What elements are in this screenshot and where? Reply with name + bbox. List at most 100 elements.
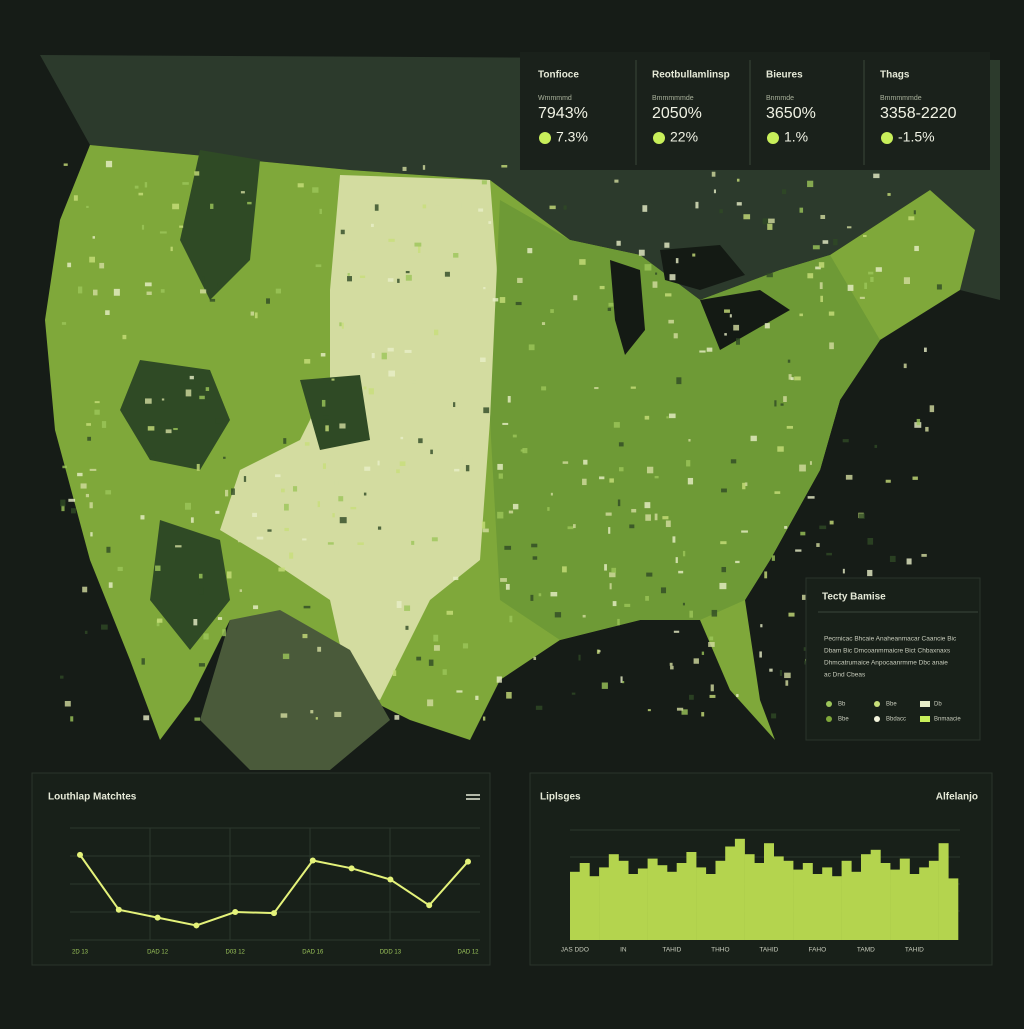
map-speckle: [766, 273, 773, 278]
map-speckle: [760, 624, 763, 628]
line-point: [309, 857, 316, 864]
bar: [831, 876, 842, 940]
map-speckle: [106, 546, 111, 553]
map-speckle: [936, 284, 942, 290]
map-speckle: [339, 322, 342, 327]
map-speckle: [200, 289, 207, 294]
map-speckle: [630, 386, 636, 389]
map-speckle: [771, 555, 775, 561]
map-speckle: [629, 524, 635, 529]
map-speckle: [341, 322, 344, 329]
map-speckle: [693, 658, 699, 664]
map-speckle: [788, 374, 792, 380]
map-speckle: [764, 323, 770, 329]
map-speckle: [709, 694, 716, 698]
map-speckle: [812, 245, 820, 250]
map-speckle: [465, 465, 470, 472]
map-speckle: [822, 240, 829, 244]
map-speckle: [647, 709, 651, 712]
line-point: [154, 914, 161, 921]
map-speckle: [138, 192, 144, 196]
map-speckle: [87, 436, 92, 441]
menu-icon[interactable]: [466, 794, 480, 800]
map-speckle: [807, 496, 815, 499]
map-speckle: [868, 271, 874, 275]
stat-value: 7943%: [538, 105, 588, 122]
map-speckle: [483, 407, 490, 414]
map-speckle: [377, 526, 382, 530]
map-speckle: [396, 469, 400, 474]
legend-swatch: [826, 701, 832, 707]
map-speckle: [254, 312, 258, 319]
map-speckle: [736, 178, 740, 182]
map-speckle: [528, 344, 535, 351]
map-speckle: [497, 511, 504, 519]
map-speckle: [63, 163, 68, 166]
legend-label: Bb: [838, 702, 846, 708]
map-speckle: [399, 461, 406, 466]
map-speckle: [284, 527, 289, 532]
map-speckle: [604, 564, 607, 571]
map-forest: [120, 150, 370, 650]
bar: [667, 871, 677, 940]
map-speckle: [223, 456, 226, 459]
map-speckle: [644, 502, 651, 509]
bar: [870, 849, 881, 940]
map-speckle: [646, 572, 653, 577]
map-speckle: [515, 301, 522, 306]
map-speckle: [302, 538, 307, 541]
map-speckle: [157, 618, 163, 623]
stat-label: Thags: [880, 70, 910, 81]
bar: [851, 871, 862, 940]
map-speckle: [721, 566, 727, 573]
map-speckle: [428, 659, 434, 666]
map-speckle: [923, 347, 927, 352]
map-speckle: [710, 684, 714, 692]
map-speckle: [394, 715, 400, 720]
map-speckle: [239, 589, 243, 592]
map-speckle: [709, 636, 714, 641]
bar: [822, 867, 833, 940]
stat-value: 3358-2220: [880, 105, 957, 122]
map-speckle: [645, 595, 649, 601]
bar: [715, 860, 726, 940]
map-speckle: [454, 468, 460, 472]
map-speckle: [85, 493, 90, 498]
map-speckle: [92, 289, 98, 296]
x-tick-label: 2D 13: [72, 950, 89, 956]
map-speckle: [550, 309, 554, 313]
legend-swatch: [826, 716, 832, 722]
bar: [608, 854, 619, 940]
map-speckle: [582, 478, 587, 486]
map-speckle: [638, 249, 645, 256]
map-speckle: [362, 550, 367, 555]
map-lake: [610, 245, 790, 355]
map-speckle: [350, 506, 357, 510]
map-speckle: [742, 482, 746, 490]
stat-value: 3650%: [766, 105, 816, 122]
map-speckle: [240, 191, 245, 194]
map-speckle: [502, 422, 509, 425]
map-speckle: [370, 223, 374, 228]
map-speckle: [908, 216, 915, 221]
x-tick-label: TAMD: [857, 947, 875, 954]
map-speckle: [280, 713, 288, 718]
map-speckle: [921, 553, 927, 557]
map-speckle: [695, 201, 699, 209]
bar: [589, 876, 600, 940]
map-speckle: [689, 610, 693, 618]
map-speckle: [929, 405, 935, 413]
map-speckle: [692, 253, 696, 257]
map-speckle: [193, 619, 198, 626]
map-speckle: [652, 281, 658, 288]
map-speckle: [721, 488, 727, 493]
map-speckle: [562, 461, 569, 464]
stat-change: 1.%: [784, 129, 808, 145]
map-speckle: [198, 663, 205, 667]
map-speckle: [699, 350, 706, 353]
legend-swatch: [920, 701, 930, 707]
map-speckle: [141, 224, 145, 230]
map-speckle: [334, 711, 342, 718]
map-speckle: [706, 347, 713, 352]
map-speckle: [312, 187, 319, 193]
